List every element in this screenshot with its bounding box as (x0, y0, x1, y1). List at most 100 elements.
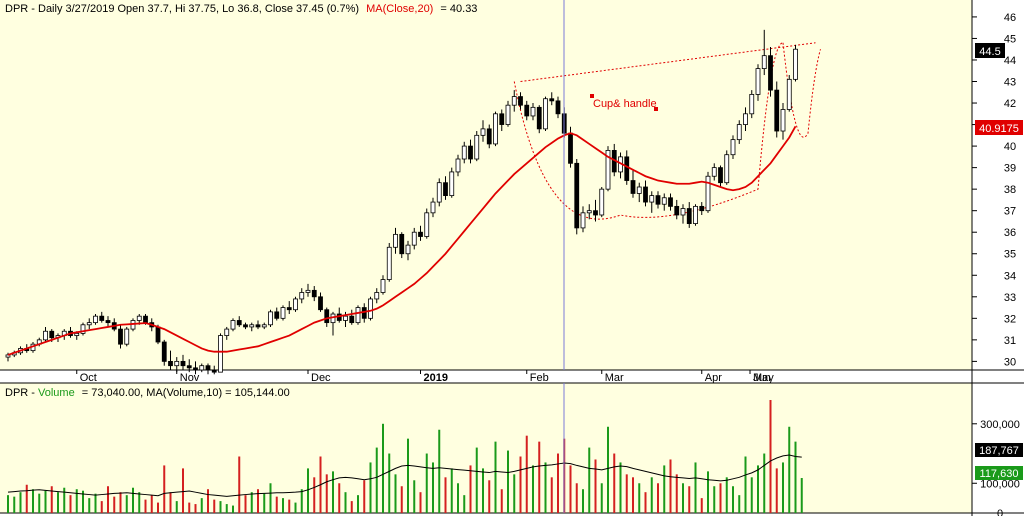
candle-body (580, 212, 586, 229)
volume-bar (675, 474, 678, 513)
volume-bar (625, 474, 628, 513)
volume-bar (238, 456, 241, 513)
volume-bar (63, 487, 66, 513)
volume-bar (575, 483, 578, 513)
volume-bar (732, 486, 734, 513)
volume-bar (482, 468, 484, 513)
x-tick-label: Apr (705, 372, 722, 384)
candle-body (399, 233, 405, 255)
candle-body (655, 195, 661, 205)
volume-bar (88, 498, 91, 513)
candle-body (636, 186, 642, 194)
candle-body (668, 197, 673, 207)
volume-bar (725, 477, 728, 513)
candle-body (180, 360, 186, 367)
volume-bar (332, 471, 334, 513)
candle-body (530, 106, 536, 117)
volume-bar (157, 502, 159, 513)
volume-bar (544, 462, 547, 513)
price-axis-panel (972, 0, 1024, 516)
candle-body (461, 145, 467, 160)
candle-body (599, 188, 605, 216)
resistance-line (520, 42, 816, 83)
volume-bar (300, 489, 303, 513)
price-tick-label: 38 (1004, 184, 1016, 196)
candle-body (249, 324, 255, 328)
last-price-text: 44.5 (979, 46, 1000, 58)
price-tick-label: 32 (1004, 313, 1016, 325)
candle-body (505, 104, 511, 125)
candle-body (480, 128, 486, 136)
candle-body (424, 212, 430, 237)
candle-body (630, 180, 636, 194)
candle-body (124, 328, 130, 345)
candle-body (468, 145, 473, 160)
candle-body (768, 55, 773, 91)
price-header-text: DPR - Daily 3/27/2019 Open 37.7, Hi 37.7… (5, 3, 359, 15)
candle-body (43, 330, 48, 341)
volume-bar (257, 489, 259, 513)
volume-bar (457, 483, 459, 513)
x-tick-label: 2019 (424, 372, 448, 384)
candle-body (255, 324, 261, 328)
price-tick-label: 30 (1004, 356, 1016, 368)
volume-bar (475, 447, 478, 513)
price-tick-label: 36 (1004, 227, 1016, 239)
candle-body (436, 182, 442, 203)
volume-bar (338, 483, 341, 513)
volume-header: DPR - Volume = 73,040.00, MA(Volume,10) … (5, 387, 290, 399)
volume-bar (150, 495, 153, 513)
volume-bar (594, 459, 597, 513)
volume-tick-label: 0 (997, 508, 1003, 516)
volume-bar (225, 504, 228, 513)
volume-bar (175, 501, 178, 513)
volume-bar (7, 495, 9, 513)
candle-body (486, 128, 492, 145)
volume-bar (382, 423, 384, 513)
candle-body (593, 210, 598, 216)
volume-bar (444, 477, 447, 513)
candle-body (524, 104, 530, 117)
last-price-label: 44.5 (975, 43, 1005, 58)
volume-bar (788, 426, 791, 513)
candle-body (793, 48, 798, 80)
price-tick-label: 40 (1004, 141, 1016, 153)
price-tick-label: 42 (1004, 98, 1016, 110)
candle-body (711, 167, 717, 177)
volume-bar (550, 477, 553, 513)
candle-body (286, 307, 292, 311)
candle-body (649, 195, 655, 203)
candle-body (693, 205, 698, 224)
volume-bar (413, 480, 416, 513)
volume-bar (750, 477, 753, 513)
volume-bar (82, 490, 84, 513)
volume-bar (344, 492, 347, 513)
volume-bar (644, 492, 647, 513)
candle-body (405, 244, 411, 255)
volume-bar (432, 462, 434, 513)
volume-bar (282, 498, 284, 513)
volume-bar (738, 495, 741, 513)
volume-bar (207, 489, 209, 513)
volume-ma-text: 187,767 (979, 445, 1019, 457)
volume-bar (288, 499, 291, 513)
price-header: DPR - Daily 3/27/2019 Open 37.7, Hi 37.7… (5, 3, 477, 15)
volume-bar (682, 483, 684, 513)
candle-body (661, 197, 667, 205)
candle-body (499, 113, 505, 125)
candle-body (49, 330, 55, 339)
candle-body (730, 139, 736, 156)
candle-body (143, 315, 148, 324)
candle-body (411, 231, 417, 246)
candle-body (118, 328, 123, 345)
candle-body (718, 167, 723, 184)
volume-bar (519, 456, 522, 513)
candle-body (586, 210, 592, 214)
volume-bar (419, 492, 422, 513)
volume-bar (250, 492, 253, 513)
x-tick-label: Jun (753, 372, 771, 384)
candle-body (293, 298, 298, 311)
volume-bar (775, 468, 778, 513)
volume-bar (269, 483, 272, 513)
